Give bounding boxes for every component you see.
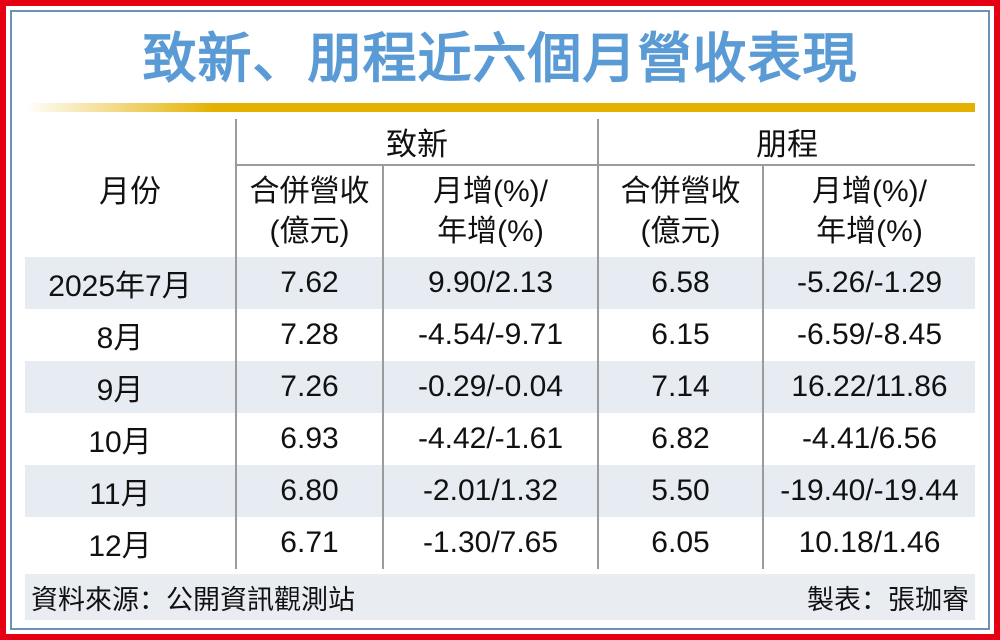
page-title: 致新、朋程近六個月營收表現 <box>142 29 858 89</box>
gmt-change-header-line1: 月增(%)/ <box>433 174 548 208</box>
gmt-change-cell: -2.01/1.32 <box>382 465 598 518</box>
group-header-row: 月份 致新 朋程 <box>25 119 975 209</box>
actron-change-cell: -5.26/-1.29 <box>762 257 975 310</box>
actron-revenue-header: 合併營收 (億元) <box>597 165 763 258</box>
data-source-label: 資料來源：公開資訊觀測站 <box>31 584 355 615</box>
gmt-revenue-header-line2: (億元) <box>269 214 350 248</box>
sub-header-row: 合併營收 (億元) 月增(%)/ 年增(%) 合併營收 (億元) 月增(%)/ … <box>25 165 975 258</box>
actron-revenue-cell: 6.15 <box>597 309 763 362</box>
actron-revenue-cell: 6.58 <box>597 257 763 310</box>
gmt-revenue-cell: 6.71 <box>235 517 383 570</box>
month-cell: 12月 <box>88 530 152 564</box>
gmt-change-cell: -4.54/-9.71 <box>382 309 598 362</box>
gmt-revenue-header: 合併營收 (億元) <box>235 165 383 258</box>
gmt-change-cell: -1.30/7.65 <box>382 517 598 570</box>
month-cell: 10月 <box>88 426 152 460</box>
actron-change-cell: -19.40/-19.44 <box>762 465 975 518</box>
table-row: 2025年7月 7.62 9.90/2.13 6.58 -5.26/-1.29 <box>25 257 975 310</box>
actron-change-cell: -4.41/6.56 <box>762 413 975 466</box>
actron-revenue-header-line2: (億元) <box>640 214 721 248</box>
gmt-change-cell: 9.90/2.13 <box>382 257 598 310</box>
gmt-change-header-line2: 年增(%) <box>437 214 544 248</box>
gmt-revenue-cell: 6.80 <box>235 465 383 518</box>
gmt-revenue-cell: 6.93 <box>235 413 383 466</box>
table-row: 12月 6.71 -1.30/7.65 6.05 10.18/1.46 <box>25 517 975 570</box>
table-row: 10月 6.93 -4.42/-1.61 6.82 -4.41/6.56 <box>25 413 975 466</box>
gmt-change-cell: -4.42/-1.61 <box>382 413 598 466</box>
month-cell: 11月 <box>89 478 151 512</box>
company-header-actron: 朋程 <box>597 119 975 167</box>
month-cell: 8月 <box>96 322 144 356</box>
actron-revenue-cell: 5.50 <box>597 465 763 518</box>
gmt-revenue-cell: 7.28 <box>235 309 383 362</box>
table-row: 9月 7.26 -0.29/-0.04 7.14 16.22/11.86 <box>25 361 975 414</box>
actron-revenue-cell: 6.82 <box>597 413 763 466</box>
actron-revenue-cell: 7.14 <box>597 361 763 414</box>
gold-divider-bar <box>25 103 975 113</box>
table-row: 8月 7.28 -4.54/-9.71 6.15 -6.59/-8.45 <box>25 309 975 362</box>
gmt-revenue-cell: 7.26 <box>235 361 383 414</box>
actron-revenue-cell: 6.05 <box>597 517 763 570</box>
table-row: 11月 6.80 -2.01/1.32 5.50 -19.40/-19.44 <box>25 465 975 518</box>
gmt-revenue-header-line1: 合併營收 <box>249 174 370 208</box>
gmt-change-cell: -0.29/-0.04 <box>382 361 598 414</box>
blue-inner-frame: 致新、朋程近六個月營收表現 月份 致新 朋程 合併營收 (億元) <box>10 10 990 630</box>
actron-revenue-header-line1: 合併營收 <box>620 174 741 208</box>
actron-change-cell: 16.22/11.86 <box>762 361 975 414</box>
company-header-gmt: 致新 <box>235 119 598 167</box>
actron-change-header-line2: 年增(%) <box>816 214 923 248</box>
actron-change-header-line1: 月增(%)/ <box>812 174 927 208</box>
credit-label: 製表：張珈睿 <box>807 584 969 615</box>
revenue-table: 月份 致新 朋程 合併營收 (億元) 月增(%)/ 年增(%) 合併營收 <box>25 119 975 570</box>
month-cell: 9月 <box>96 374 144 408</box>
actron-change-cell: 10.18/1.46 <box>762 517 975 570</box>
month-cell: 2025年7月 <box>48 270 192 304</box>
footer-bar: 資料來源：公開資訊觀測站 製表：張珈睿 <box>25 574 975 621</box>
gmt-revenue-cell: 7.62 <box>235 257 383 310</box>
actron-change-cell: -6.59/-8.45 <box>762 309 975 362</box>
actron-change-header: 月增(%)/ 年增(%) <box>762 165 975 258</box>
gmt-change-header: 月增(%)/ 年增(%) <box>382 165 598 258</box>
month-column-header: 月份 <box>99 173 161 209</box>
